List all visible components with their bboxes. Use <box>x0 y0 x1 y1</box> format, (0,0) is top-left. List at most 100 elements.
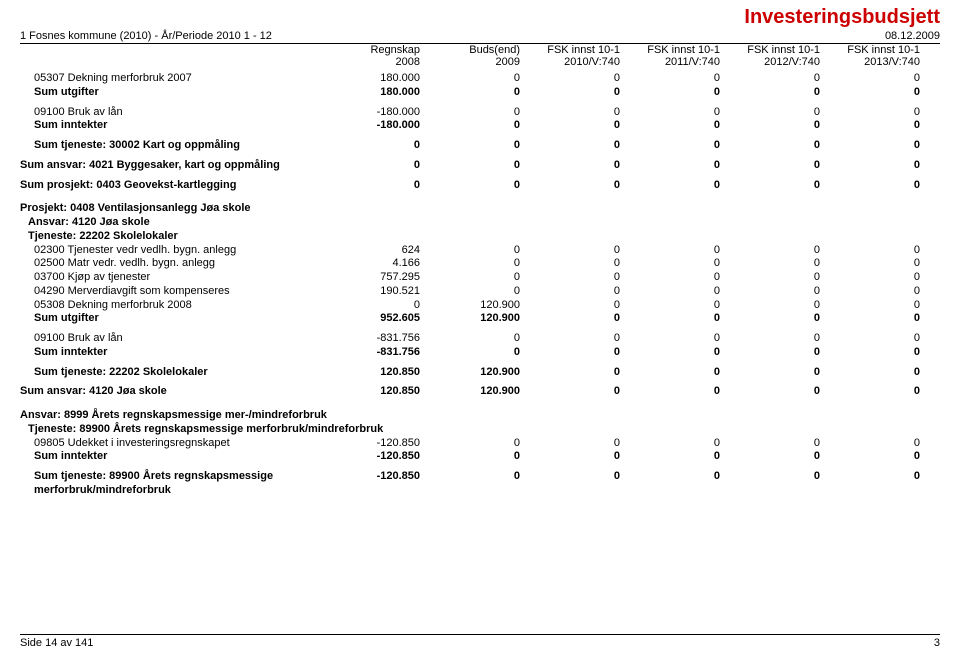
row-value: 0 <box>520 86 620 100</box>
row-value: 0 <box>720 366 820 380</box>
section-header: Tjeneste: 89900 Årets regnskapsmessige m… <box>20 423 940 437</box>
row-label: Sum tjeneste: 22202 Skolelokaler <box>20 366 320 380</box>
row-value: -120.850 <box>320 470 420 498</box>
row-value: 0 <box>420 179 520 193</box>
row-value: 0 <box>620 437 720 451</box>
row-value: 120.850 <box>320 385 420 399</box>
row-value: 0 <box>620 179 720 193</box>
row-value: 0 <box>620 366 720 380</box>
row-value: 0 <box>820 312 920 326</box>
row-value: -120.850 <box>320 437 420 451</box>
row-value: 0 <box>820 159 920 173</box>
row-value: 0 <box>820 139 920 153</box>
table-row: Sum ansvar: 4021 Byggesaker, kart og opp… <box>20 159 940 173</box>
section-header-label: Ansvar: 8999 Årets regnskapsmessige mer-… <box>20 409 920 423</box>
row-value: 0 <box>720 437 820 451</box>
row-value: 0 <box>820 119 920 133</box>
row-value: 0 <box>520 299 620 313</box>
row-value: 0 <box>320 159 420 173</box>
row-value: 0 <box>520 106 620 120</box>
row-value: 0 <box>620 86 720 100</box>
row-value: 0 <box>820 332 920 346</box>
row-value: 757.295 <box>320 271 420 285</box>
row-value: 0 <box>720 285 820 299</box>
row-label: Sum inntekter <box>20 119 320 133</box>
row-value: 0 <box>720 346 820 360</box>
row-value: 0 <box>420 285 520 299</box>
row-value: 0 <box>520 257 620 271</box>
column-headers: Regnskap2008 Buds(end)2009 FSK innst 10-… <box>20 44 940 68</box>
row-value: 0 <box>520 119 620 133</box>
row-label: 05307 Dekning merforbruk 2007 <box>20 72 320 86</box>
section-header: Tjeneste: 22202 Skolelokaler <box>20 230 940 244</box>
row-value: -180.000 <box>320 119 420 133</box>
row-value: 0 <box>520 244 620 258</box>
row-value: 0 <box>520 271 620 285</box>
row-value: 0 <box>820 106 920 120</box>
table-row: Sum inntekter-180.00000000 <box>20 119 940 133</box>
col4-top: FSK innst 10-1 <box>647 44 720 56</box>
row-value: 0 <box>420 244 520 258</box>
table-row: Sum ansvar: 4120 Jøa skole120.850120.900… <box>20 385 940 399</box>
row-value: 0 <box>520 312 620 326</box>
row-value: 0 <box>520 366 620 380</box>
row-value: -831.756 <box>320 346 420 360</box>
table-row: 04290 Merverdiavgift som kompenseres190.… <box>20 285 940 299</box>
row-value: 0 <box>520 385 620 399</box>
table-row: 05307 Dekning merforbruk 2007180.0000000… <box>20 72 940 86</box>
table-row: Sum tjeneste: 22202 Skolelokaler120.8501… <box>20 366 940 380</box>
row-value: 0 <box>720 72 820 86</box>
row-value: 0 <box>720 86 820 100</box>
table-row: 02300 Tjenester vedr vedlh. bygn. anlegg… <box>20 244 940 258</box>
row-value: -180.000 <box>320 106 420 120</box>
col6-bot: 2013/V:740 <box>864 56 920 68</box>
row-label: Sum inntekter <box>20 346 320 360</box>
table-row: Sum utgifter952.605120.9000000 <box>20 312 940 326</box>
row-value: 4.166 <box>320 257 420 271</box>
row-value: 0 <box>520 332 620 346</box>
row-value: 0 <box>820 257 920 271</box>
row-value: 0 <box>720 257 820 271</box>
row-value: 0 <box>320 299 420 313</box>
row-value: 0 <box>720 299 820 313</box>
row-value: 0 <box>520 72 620 86</box>
row-value: 0 <box>820 271 920 285</box>
row-value: 0 <box>820 179 920 193</box>
page-footer: Side 14 av 141 3 <box>20 634 940 649</box>
row-label: 02300 Tjenester vedr vedlh. bygn. anlegg <box>20 244 320 258</box>
row-value: 0 <box>620 271 720 285</box>
row-value: 0 <box>820 470 920 498</box>
row-value: 0 <box>320 139 420 153</box>
row-value: 120.900 <box>420 385 520 399</box>
table-row: Sum tjeneste: 89900 Årets regnskapsmessi… <box>20 470 940 498</box>
table-row: 05308 Dekning merforbruk 20080120.900000… <box>20 299 940 313</box>
row-value: 120.900 <box>420 312 520 326</box>
row-value: 0 <box>420 119 520 133</box>
col5-top: FSK innst 10-1 <box>747 44 820 56</box>
row-value: 0 <box>320 179 420 193</box>
row-value: 0 <box>820 72 920 86</box>
row-value: 0 <box>720 139 820 153</box>
row-value: 0 <box>720 106 820 120</box>
row-label: Sum tjeneste: 30002 Kart og oppmåling <box>20 139 320 153</box>
row-value: 180.000 <box>320 86 420 100</box>
row-value: -120.850 <box>320 450 420 464</box>
row-value: 0 <box>720 450 820 464</box>
row-value: 0 <box>620 450 720 464</box>
row-value: 624 <box>320 244 420 258</box>
col3-bot: 2010/V:740 <box>564 56 620 68</box>
row-value: 0 <box>520 450 620 464</box>
row-value: 0 <box>420 470 520 498</box>
footer-left: Side 14 av 141 <box>20 637 93 649</box>
section-header: Prosjekt: 0408 Ventilasjonsanlegg Jøa sk… <box>20 202 940 216</box>
row-value: 0 <box>720 159 820 173</box>
row-value: 0 <box>520 139 620 153</box>
row-value: 0 <box>620 285 720 299</box>
row-value: 0 <box>620 312 720 326</box>
col2-bot: 2009 <box>496 56 520 68</box>
section-header-label: Ansvar: 4120 Jøa skole <box>20 216 920 230</box>
row-value: 0 <box>420 437 520 451</box>
section-header: Ansvar: 8999 Årets regnskapsmessige mer-… <box>20 409 940 423</box>
row-value: 0 <box>520 285 620 299</box>
row-value: 0 <box>520 346 620 360</box>
